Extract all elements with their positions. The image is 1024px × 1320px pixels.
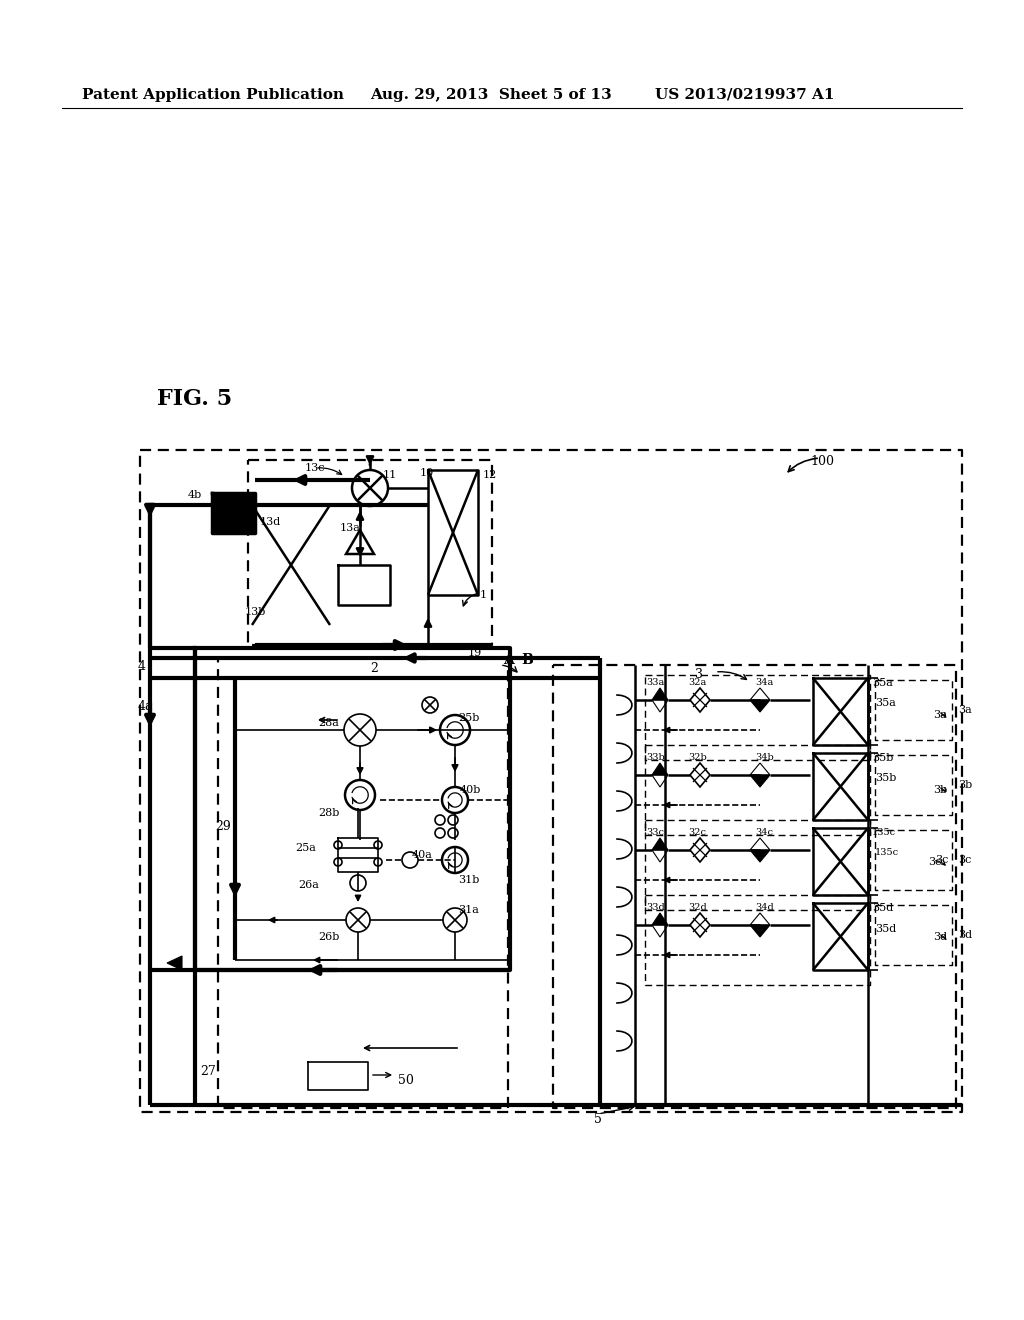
Text: 4a: 4a [138,700,154,713]
Text: 33c: 33c [646,828,664,837]
Text: 34a: 34a [755,678,773,686]
Text: 34c: 34c [755,828,773,837]
Text: 31a: 31a [458,906,479,915]
Text: US 2013/0219937 A1: US 2013/0219937 A1 [655,88,835,102]
Text: 3a: 3a [933,710,947,719]
Text: 29: 29 [215,820,230,833]
Polygon shape [652,838,668,850]
Text: 13a: 13a [340,523,360,533]
Text: 27: 27 [200,1065,216,1078]
Text: 1: 1 [480,590,487,601]
Text: 33d: 33d [646,903,665,912]
Polygon shape [750,850,770,862]
Text: 4: 4 [138,660,146,673]
Text: 25a: 25a [295,843,315,853]
Text: 12: 12 [483,470,498,480]
Text: 35a: 35a [874,698,896,708]
Text: 19: 19 [468,648,482,657]
Text: 10: 10 [420,469,434,478]
Text: 13b: 13b [245,607,266,616]
Text: 3a: 3a [958,705,972,715]
Text: A: A [503,653,514,667]
Text: 5: 5 [594,1113,602,1126]
Text: FIG. 5: FIG. 5 [157,388,232,411]
Polygon shape [652,688,668,700]
Text: 3c: 3c [928,857,941,867]
Text: 32a: 32a [688,678,707,686]
Polygon shape [212,492,255,533]
Text: 3b: 3b [958,780,972,789]
Text: 35d: 35d [874,924,896,935]
Text: 2: 2 [370,663,378,675]
Polygon shape [750,775,770,787]
Text: 25b: 25b [458,713,479,723]
Text: 34d: 34d [755,903,774,912]
Polygon shape [750,700,770,711]
Text: 3b: 3b [933,785,947,795]
Text: 32b: 32b [688,752,707,762]
Text: 35a: 35a [872,678,893,688]
Text: 50: 50 [398,1074,414,1086]
Polygon shape [750,925,770,937]
Text: 26b: 26b [318,932,339,942]
Text: 26a: 26a [298,880,318,890]
Text: 32c: 32c [688,828,706,837]
Text: 3d: 3d [958,931,972,940]
Text: 35d: 35d [872,903,893,913]
Polygon shape [652,763,668,775]
Text: 35b: 35b [872,752,893,763]
Text: 3c: 3c [958,855,972,865]
Text: 4b: 4b [188,490,203,500]
Text: B: B [521,653,532,667]
Polygon shape [167,956,182,970]
Text: 31b: 31b [458,875,479,884]
Text: 40b: 40b [460,785,481,795]
Text: 3: 3 [695,668,703,681]
Text: Aug. 29, 2013  Sheet 5 of 13: Aug. 29, 2013 Sheet 5 of 13 [370,88,611,102]
Text: 13d: 13d [260,517,282,527]
Text: 3d: 3d [933,932,947,942]
Text: 28a: 28a [318,718,339,729]
Text: 34b: 34b [755,752,774,762]
Text: 135c: 135c [872,828,896,837]
Text: 40a: 40a [412,850,433,861]
Text: 11: 11 [383,470,397,480]
Text: 135c: 135c [874,847,899,857]
Text: 33a: 33a [646,678,665,686]
Text: 32d: 32d [688,903,707,912]
Text: 13c: 13c [305,463,326,473]
Text: 100: 100 [810,455,834,469]
Text: 28b: 28b [318,808,339,818]
Polygon shape [652,913,668,925]
Text: 3c: 3c [935,855,948,865]
Text: Patent Application Publication: Patent Application Publication [82,88,344,102]
Text: 35b: 35b [874,774,896,783]
Text: 33b: 33b [646,752,665,762]
